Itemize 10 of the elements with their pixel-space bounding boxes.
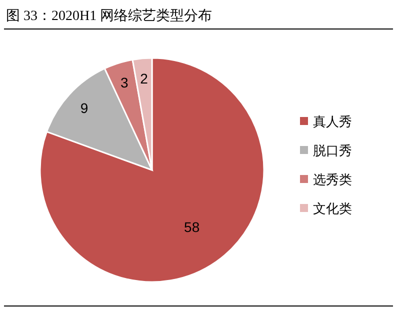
legend-label: 真人秀 [313, 115, 352, 130]
data-label: 58 [184, 218, 200, 235]
data-label: 3 [120, 74, 128, 90]
data-label: 9 [80, 100, 88, 116]
data-label: 2 [140, 70, 148, 87]
pie-slice [39, 57, 265, 283]
legend-label: 脱口秀 [313, 144, 352, 159]
legend-label: 选秀类 [313, 173, 352, 188]
chart-title: 图 33：2020H1 网络综艺类型分布 [6, 8, 212, 24]
legend-label: 文化类 [313, 202, 352, 217]
